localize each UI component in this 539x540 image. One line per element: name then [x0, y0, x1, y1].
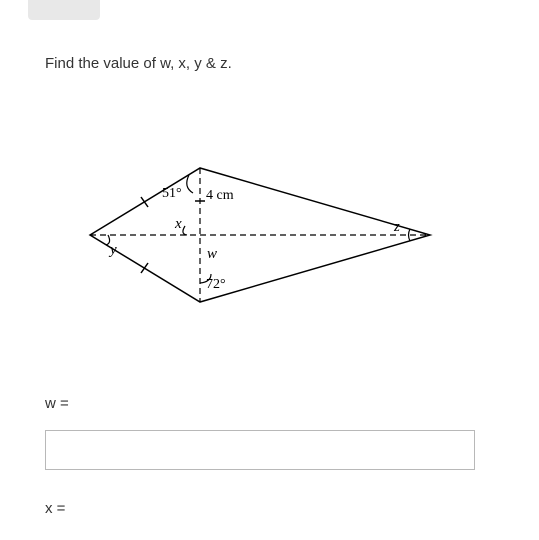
label-72: 72°	[206, 277, 226, 292]
angle-brace-z	[409, 229, 411, 241]
top-tab	[28, 0, 100, 20]
tick-top-left	[141, 197, 148, 207]
x-label: x =	[45, 500, 475, 517]
question-prompt: Find the value of w, x, y & z.	[45, 55, 232, 72]
label-y: y	[108, 242, 117, 258]
angle-arc-x	[183, 226, 187, 235]
w-label: w =	[45, 395, 475, 412]
label-z: z	[393, 219, 400, 235]
answer-section: w = x =	[45, 395, 475, 517]
w-input[interactable]	[45, 430, 475, 470]
angle-arc-51	[187, 175, 193, 193]
tick-bottom-left	[141, 263, 148, 273]
label-w: w	[207, 246, 217, 262]
kite-diagram: 51° 4 cm x y w z 72°	[80, 150, 450, 320]
label-51: 51°	[162, 186, 182, 201]
label-x: x	[174, 216, 182, 232]
label-4cm: 4 cm	[206, 188, 234, 203]
